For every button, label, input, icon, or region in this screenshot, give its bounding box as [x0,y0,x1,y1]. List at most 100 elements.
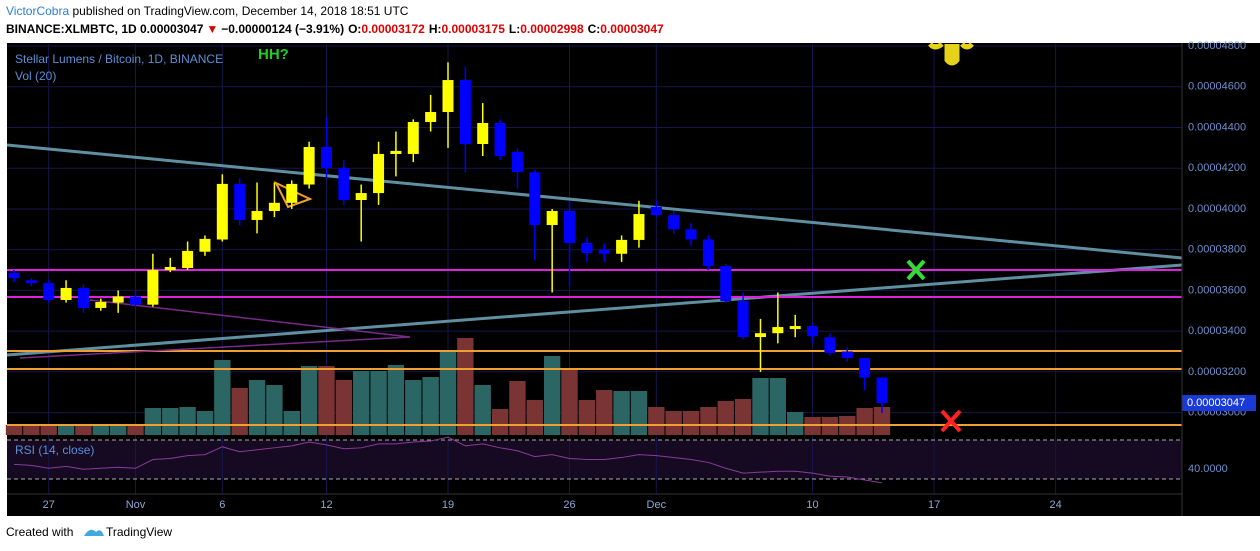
candle-body [581,242,593,253]
volume-bar [214,360,231,435]
candle-body [685,229,697,240]
candle-body [737,301,749,338]
footer-brand: TradingView [106,525,172,539]
candle-body [43,283,55,300]
volume-bar [196,411,214,435]
red-cross [940,409,962,433]
candle-body [164,266,176,271]
volume-bar [856,408,873,435]
candle-body [60,287,72,300]
candle-body [425,112,437,122]
green-cross [906,259,926,281]
volume-bar [179,407,196,435]
candle-body [130,296,142,305]
candle-body [303,147,315,185]
footer-created: Created with [6,525,73,539]
candle-body [182,250,194,269]
candle-body [199,238,211,252]
candle-body [355,193,367,200]
candle-body [546,210,558,226]
o-value: 0.00003172 [361,22,425,36]
candle-body [616,239,628,254]
candle-body [373,153,385,194]
candle-body [147,270,159,305]
candle-body [876,377,888,404]
drawings [6,42,1183,433]
rsi-pane: 40.0000 [7,436,1228,484]
candle-body [720,265,732,302]
y-tick-label: 0.00003200 [1188,366,1246,378]
candle-body [338,168,350,200]
price-tag-label: 0.00003047 [1187,397,1245,409]
candle-body [8,272,20,279]
volume-bar [526,400,543,435]
volume-bar [682,411,700,435]
volume-bar [5,425,23,435]
l-value: 0.00002998 [520,22,584,36]
candle-body [789,326,801,330]
volume-bar [578,400,596,435]
volume-bar [248,380,266,435]
y-tick-label: 0.00004200 [1188,162,1246,174]
published: published on TradingView.com, December 1… [69,4,409,18]
candle-body [477,123,489,144]
x-tick-label: 6 [219,499,225,511]
volume-bar [873,407,891,435]
candle-body [564,210,576,243]
h-label: H: [429,22,442,36]
y-tick-label: 0.00003400 [1188,325,1246,337]
chart-title: Stellar Lumens / Bitcoin, 1D, BINANCE [15,52,223,66]
trendline [6,263,1183,357]
y-tick-label: 0.00004000 [1188,203,1246,215]
volume-bar [752,378,769,435]
o-label: O: [348,22,361,36]
h-value: 0.00003175 [441,22,505,36]
volume-bar [561,370,578,435]
symbol: BINANCE:XLMBTC, 1D [6,22,137,36]
volume-bar [700,407,717,435]
volume-bar [23,425,40,435]
rsi-title: RSI (14, close) [15,443,94,457]
volume-bar [75,425,92,435]
candle-body [234,183,246,220]
candle-body [754,333,766,338]
volume-bar [40,425,57,435]
candle-body [633,214,645,240]
candle-body [772,327,784,334]
c-label: C: [588,22,601,36]
volume-bar [162,408,179,435]
annotation: HH? [258,46,289,63]
candle-body [598,249,610,254]
x-tick-label: 12 [320,499,332,511]
x-tick-label: 10 [806,499,818,511]
y-tick-label: 0.00004400 [1188,121,1246,133]
candle-body [77,287,89,308]
candle-body [268,202,280,211]
volume-bar [266,385,283,435]
symbol-line: BINANCE:XLMBTC, 1D 0.00003047 ▼ −0.0000012… [6,22,664,36]
volume-bar [127,425,144,435]
price-tag [1182,395,1256,412]
volume-bar [630,391,648,435]
candle-body [650,206,662,216]
volume-bar [717,401,734,435]
volume-bar [92,425,109,435]
volume-bar [387,365,405,435]
icon [928,42,974,66]
candle-body [407,121,419,154]
volume-bar [787,412,804,435]
candle-body [112,296,124,303]
candle-body [390,150,402,154]
rsi-tick-label: 40.0000 [1188,463,1228,475]
candle-body [511,151,523,172]
x-tick-label: 26 [563,499,575,511]
candle-body [216,183,228,240]
candle-body [286,183,298,203]
volume-bar [665,411,682,435]
candle-body [459,80,471,144]
candle-body [442,80,454,113]
candle-body [25,280,37,284]
x-tick-label: 17 [928,499,940,511]
rsi-line [13,436,883,484]
candle-body [702,239,714,266]
